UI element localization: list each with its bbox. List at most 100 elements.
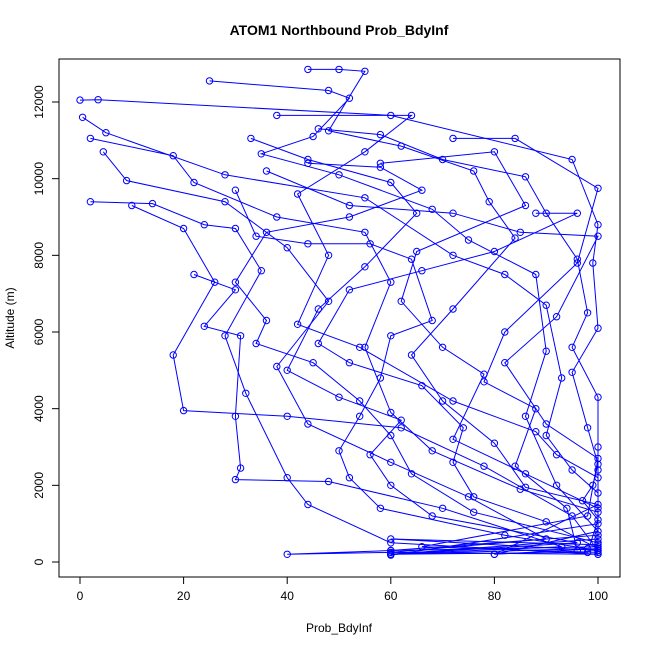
data-point — [387, 535, 395, 543]
data-point — [361, 228, 369, 237]
data-point — [236, 332, 245, 340]
series-line — [266, 170, 599, 553]
data-point — [397, 416, 405, 424]
data-point — [356, 343, 364, 351]
series-12 — [449, 134, 602, 555]
data-point — [283, 550, 291, 558]
data-point — [387, 458, 395, 466]
series-14 — [247, 134, 581, 558]
data-point — [273, 362, 281, 371]
data-point — [221, 198, 229, 206]
data-point — [594, 221, 602, 229]
series-2 — [78, 113, 602, 558]
data-point — [490, 247, 499, 256]
data-point — [361, 194, 369, 202]
data-point — [387, 550, 395, 558]
data-point — [583, 309, 592, 317]
data-point — [594, 184, 602, 193]
data-point — [179, 224, 188, 233]
data-point — [283, 244, 291, 252]
series-line — [380, 151, 599, 551]
data-point — [304, 65, 312, 74]
series-line — [79, 99, 599, 555]
data-point — [314, 125, 322, 133]
y-tick-label: 6000 — [32, 318, 46, 345]
data-point — [324, 477, 333, 486]
data-point — [345, 94, 354, 102]
x-axis-label: Prob_BdyInf — [306, 621, 373, 635]
data-point — [589, 259, 597, 267]
data-point — [501, 531, 509, 539]
data-point — [449, 134, 457, 143]
data-point — [78, 113, 87, 122]
data-point — [568, 155, 576, 164]
data-point — [335, 447, 343, 455]
series-line — [102, 151, 599, 555]
data-point — [324, 251, 333, 260]
series-line — [90, 137, 599, 552]
data-point — [438, 397, 447, 405]
data-point — [542, 347, 550, 355]
data-point — [568, 343, 576, 351]
data-point — [542, 301, 550, 309]
data-point — [200, 221, 209, 229]
data-point — [558, 374, 566, 382]
data-point — [480, 462, 488, 470]
y-tick-label: 12000 — [32, 85, 46, 119]
data-point — [418, 543, 426, 551]
data-point — [128, 201, 136, 210]
data-point — [309, 132, 317, 141]
data-point — [511, 134, 519, 143]
data-point — [324, 297, 333, 305]
data-point — [387, 408, 395, 417]
series-6 — [86, 198, 602, 558]
data-point — [594, 548, 602, 557]
series-18 — [231, 159, 602, 547]
data-point — [563, 504, 571, 512]
data-point — [449, 397, 457, 405]
data-point — [511, 234, 519, 242]
data-point — [438, 504, 447, 512]
chart-title: ATOM1 Northbound Prob_BdyInf — [230, 22, 449, 38]
data-point — [361, 67, 369, 76]
data-point — [521, 470, 530, 478]
data-point — [459, 424, 467, 432]
data-point — [257, 267, 265, 275]
series-line — [276, 114, 599, 556]
x-axis: 0 20 40 60 80 100 — [77, 576, 608, 603]
data-point — [485, 198, 493, 206]
data-point — [594, 324, 602, 332]
series-line — [307, 68, 600, 555]
data-point — [86, 198, 95, 206]
data-point — [76, 96, 84, 104]
data-point — [356, 397, 364, 405]
series-5 — [99, 148, 602, 558]
data-point — [521, 483, 530, 491]
series-line — [250, 137, 578, 555]
data-point — [501, 328, 509, 336]
data-point — [428, 447, 436, 455]
data-point — [257, 150, 265, 158]
data-point — [594, 544, 602, 553]
data-point — [521, 173, 530, 181]
data-point — [200, 322, 209, 330]
data-point — [521, 412, 530, 420]
data-point — [532, 428, 540, 436]
data-point — [376, 163, 385, 171]
data-point — [532, 270, 540, 279]
data-point — [304, 155, 312, 164]
data-point — [221, 171, 229, 179]
series-15 — [262, 167, 602, 557]
data-point — [532, 209, 540, 217]
x-tick-label: 60 — [384, 589, 398, 603]
data-point — [309, 359, 317, 367]
data-point — [94, 96, 102, 104]
data-point — [231, 186, 240, 194]
y-tick-label: 8000 — [32, 242, 46, 269]
data-point — [304, 240, 312, 248]
series-line — [193, 274, 562, 555]
data-point — [387, 546, 395, 555]
data-point — [594, 550, 602, 558]
series-line — [317, 212, 599, 550]
